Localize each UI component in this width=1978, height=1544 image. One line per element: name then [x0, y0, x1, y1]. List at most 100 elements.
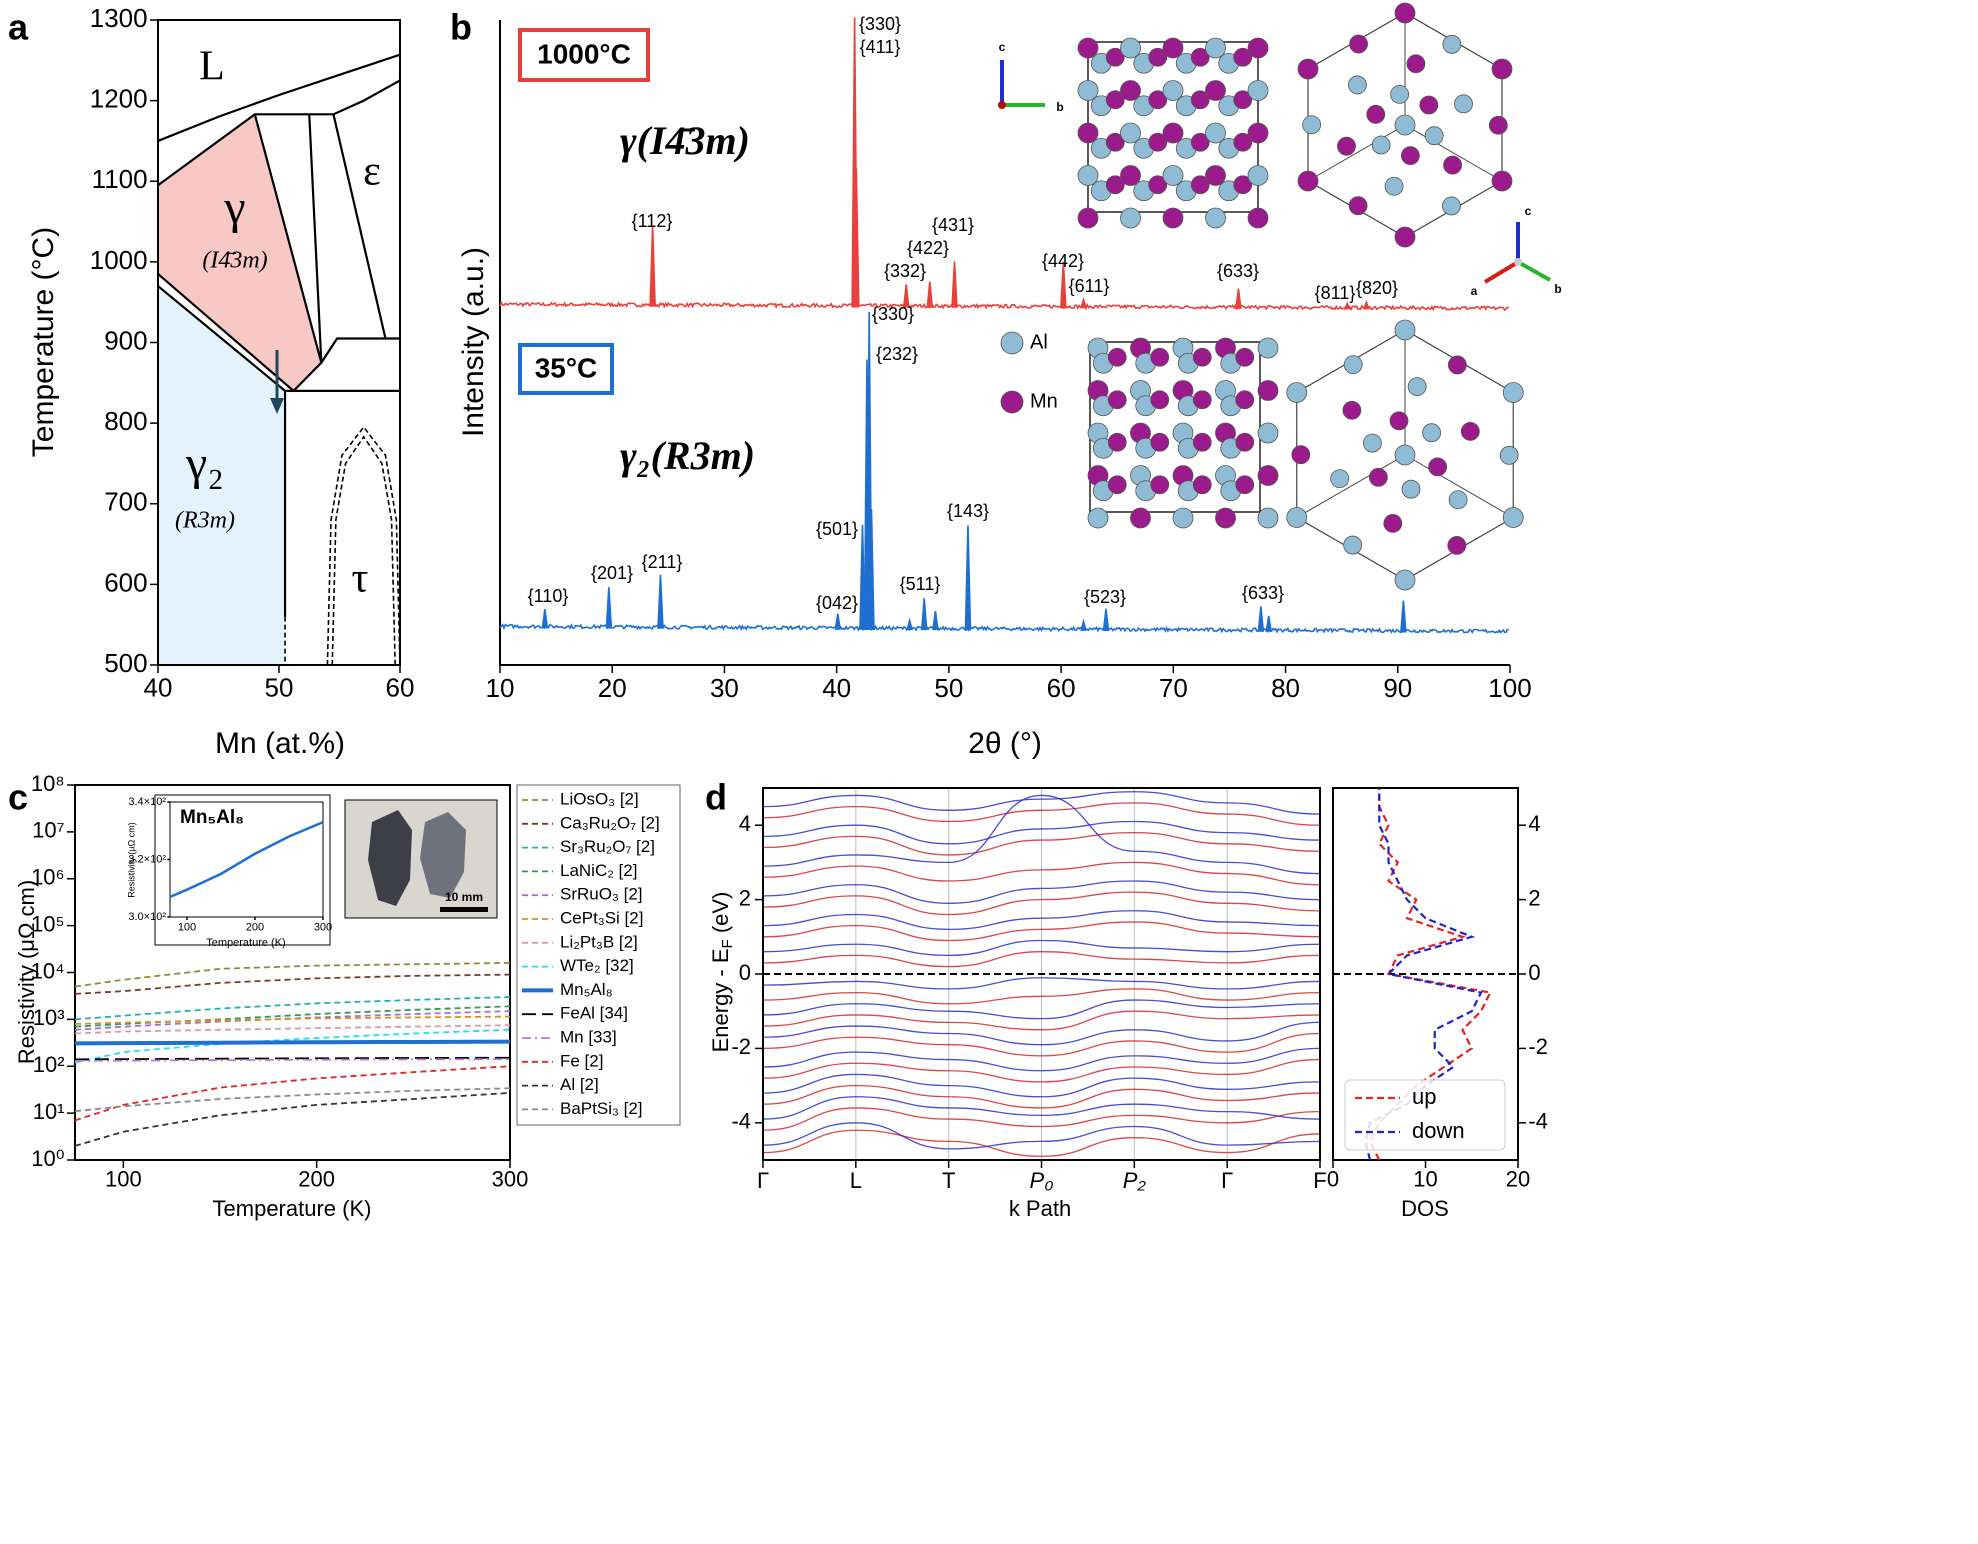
atom — [1150, 390, 1170, 410]
atom — [1077, 207, 1099, 229]
atom — [1077, 165, 1099, 186]
series-line — [74, 1092, 511, 1147]
region-sublabel: (R3m) — [175, 508, 235, 534]
atom — [1000, 390, 1024, 414]
atom — [1235, 475, 1255, 495]
y-tick-label: 3.4×10² — [128, 796, 166, 808]
atom — [1077, 122, 1099, 144]
band — [763, 880, 1320, 904]
atom — [1384, 176, 1404, 196]
y-tick-label: 900 — [104, 325, 147, 355]
band — [763, 802, 1320, 826]
atom — [1190, 132, 1210, 152]
peak-label: {501} — [816, 519, 858, 539]
peak — [932, 610, 939, 631]
atom — [1107, 347, 1127, 367]
atom — [1190, 175, 1210, 195]
cell-edge — [1404, 124, 1503, 182]
x-tick-label: 80 — [1271, 673, 1300, 703]
atom — [1233, 90, 1253, 110]
peak-label: {511} — [900, 574, 941, 594]
phase-label: γ₂(R3m) — [620, 433, 755, 478]
atom — [1257, 422, 1279, 444]
series-line — [74, 1024, 511, 1035]
pattern-baseline — [499, 301, 1510, 312]
atom — [1148, 47, 1168, 67]
y-tick-label: 2 — [1528, 885, 1540, 910]
peak-label: {611} — [1069, 276, 1110, 296]
x-tick-label: 100 — [1488, 673, 1531, 703]
atom — [1394, 226, 1416, 248]
legend-label: Al [2] — [560, 1075, 599, 1094]
atom — [1343, 355, 1363, 375]
peak — [834, 613, 842, 630]
atom — [1235, 390, 1255, 410]
atom — [1205, 80, 1226, 101]
atom — [1000, 331, 1024, 355]
atom — [1162, 122, 1184, 144]
atom — [1337, 136, 1356, 156]
peak — [657, 574, 664, 629]
peak — [1060, 261, 1067, 309]
scale-bar — [440, 907, 488, 912]
atom — [1448, 490, 1468, 510]
atom — [1291, 445, 1311, 465]
series-line — [74, 1056, 511, 1061]
phase-label: L — [199, 44, 225, 90]
band — [763, 1122, 1320, 1150]
peak-label: {112} — [632, 211, 673, 231]
inset-title: Mn₅Al₈ — [180, 807, 244, 828]
y-axis-label: Temperature (°C) — [27, 227, 60, 457]
x-tick-label: 100 — [105, 1167, 142, 1192]
atom — [1130, 507, 1151, 529]
atom — [1460, 421, 1480, 441]
band — [763, 791, 1320, 815]
phase-boundary — [320, 337, 400, 364]
peak — [868, 508, 875, 630]
y-tick-label: 700 — [104, 487, 147, 517]
series-line — [74, 1005, 511, 1028]
x-tick-label: 20 — [1506, 1167, 1530, 1192]
atom — [1120, 37, 1141, 59]
x-tick-label: 30 — [710, 673, 739, 703]
atom — [1247, 80, 1269, 101]
y-tick-label: 0 — [739, 960, 751, 985]
atom — [1348, 196, 1368, 216]
x-tick-label: L — [850, 1168, 862, 1193]
y-tick-label: 2 — [739, 885, 751, 910]
atom — [1454, 94, 1473, 114]
peak — [1363, 299, 1370, 310]
atom — [1394, 2, 1416, 24]
legend-label: BaPtSi₃ [2] — [560, 1099, 643, 1118]
band — [763, 988, 1320, 1005]
atom — [1407, 377, 1427, 397]
x-tick-label: 200 — [246, 921, 264, 933]
atom — [1235, 432, 1255, 452]
temperature-label: 1000°C — [537, 38, 631, 69]
atom — [1172, 507, 1194, 529]
atom — [1499, 445, 1519, 465]
atom — [1428, 457, 1448, 477]
atom — [1442, 196, 1461, 216]
phase-boundary — [157, 53, 401, 142]
atom — [1343, 535, 1363, 555]
y-tick-label: 500 — [104, 648, 147, 678]
orientation-origin — [1514, 258, 1522, 266]
atom — [1162, 80, 1184, 101]
atom — [1205, 37, 1226, 59]
atom — [1247, 207, 1269, 229]
peak — [1265, 615, 1273, 632]
peak-label: {422} — [907, 238, 949, 258]
y-tick-label: 4 — [1528, 811, 1540, 836]
atom — [1371, 135, 1391, 155]
atom — [1120, 207, 1141, 229]
x-axis-label: Temperature (K) — [206, 937, 285, 949]
band — [763, 1096, 1320, 1120]
peak-label: {110} — [528, 586, 569, 606]
peak-label: {143} — [947, 501, 989, 521]
atom — [1406, 54, 1426, 74]
atom — [1205, 207, 1226, 229]
atom — [1443, 155, 1462, 175]
x-tick-label: 50 — [934, 673, 963, 703]
